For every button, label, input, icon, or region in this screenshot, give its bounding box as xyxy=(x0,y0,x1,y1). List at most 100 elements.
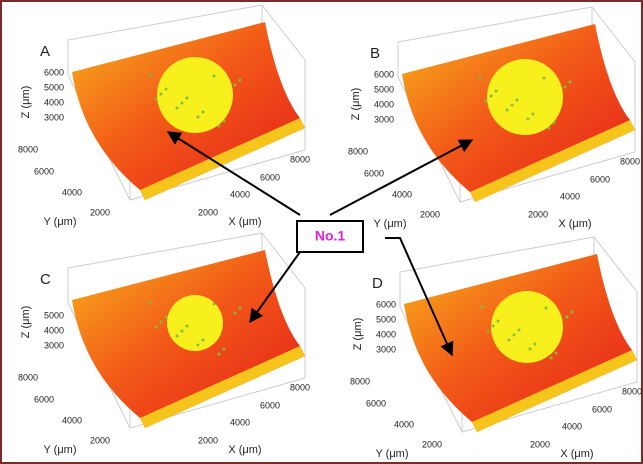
z-axis-label: Z (μm) xyxy=(352,318,364,351)
z-axis-label: Z (μm) xyxy=(20,306,32,339)
dot xyxy=(186,325,189,328)
dot xyxy=(234,84,237,87)
dot xyxy=(149,74,152,77)
y-tick-label: 6000 xyxy=(364,168,384,178)
y-tick-label: 2000 xyxy=(90,207,110,217)
x-tick-label: 8000 xyxy=(290,154,310,164)
dot xyxy=(197,116,200,119)
center-label: No.1 xyxy=(315,228,346,244)
dot xyxy=(239,79,242,82)
dot xyxy=(239,307,242,310)
dot xyxy=(223,348,226,351)
z-tick-label: 4000 xyxy=(376,329,396,339)
dot xyxy=(165,88,168,91)
dot xyxy=(155,326,158,329)
y-tick-label: 8000 xyxy=(350,376,370,386)
dot xyxy=(508,339,511,342)
x-tick-label: 2000 xyxy=(198,435,218,445)
z-tick-label: 5000 xyxy=(44,310,64,320)
dot xyxy=(202,111,205,114)
y-tick-label: 8000 xyxy=(348,146,368,156)
figure: A 6000 5000 4000 3000 Z (μm) 8000 6000 4000 2000 Y… xyxy=(0,0,643,464)
x-tick-label: 4000 xyxy=(562,421,582,431)
dot xyxy=(550,357,553,360)
dot xyxy=(181,102,184,105)
z-tick-label: 4000 xyxy=(44,97,64,107)
dot xyxy=(155,98,158,101)
x-tick-label: 8000 xyxy=(290,382,310,392)
dot xyxy=(553,122,556,125)
dot xyxy=(571,311,574,314)
y-tick-label: 2000 xyxy=(90,435,110,445)
z-tick-label: 6000 xyxy=(374,69,394,79)
y-tick-label: 6000 xyxy=(34,394,54,404)
dot xyxy=(181,330,184,333)
dot xyxy=(213,303,216,306)
panel-label: B xyxy=(370,45,380,62)
dot xyxy=(534,343,537,346)
y-tick-label: 4000 xyxy=(394,419,414,429)
dot xyxy=(487,330,490,333)
dot xyxy=(495,90,498,93)
dot xyxy=(481,306,484,309)
y-tick-label: 4000 xyxy=(62,415,82,425)
dot xyxy=(545,307,548,310)
x-axis-label: X (μm) xyxy=(558,218,591,230)
x-tick-label: 2000 xyxy=(530,439,550,449)
x-axis-label: X (μm) xyxy=(560,448,593,460)
x-tick-label: 8000 xyxy=(620,156,640,166)
z-tick-label: 5000 xyxy=(44,82,64,92)
dot xyxy=(555,352,558,355)
dot xyxy=(218,125,221,128)
cell xyxy=(491,291,563,363)
dot xyxy=(511,104,514,107)
dot xyxy=(165,316,168,319)
x-tick-label: 2000 xyxy=(198,207,218,217)
y-axis-label: Y (μm) xyxy=(43,216,76,228)
dot xyxy=(186,97,189,100)
x-tick-label: 4000 xyxy=(230,189,250,199)
y-axis-label: Y (μm) xyxy=(43,444,76,456)
dot xyxy=(516,99,519,102)
y-tick-label: 4000 xyxy=(392,189,412,199)
y-axis-label: Y (μm) xyxy=(375,448,408,460)
dot xyxy=(564,86,567,89)
z-axis-label: Z (μm) xyxy=(20,86,32,119)
cell xyxy=(157,57,233,133)
dot xyxy=(213,75,216,78)
z-tick-label: 3000 xyxy=(44,112,64,122)
dot xyxy=(518,329,521,332)
dot xyxy=(160,93,163,96)
panel-label: A xyxy=(40,43,50,60)
panel-label: C xyxy=(40,271,51,288)
dot xyxy=(149,302,152,305)
dot xyxy=(548,127,551,130)
dot xyxy=(566,316,569,319)
page: A 6000 5000 4000 3000 Z (μm) 8000 6000 4000 2000 Y… xyxy=(0,0,643,464)
dot xyxy=(569,81,572,84)
x-tick-label: 4000 xyxy=(560,191,580,201)
z-tick-label: 3000 xyxy=(376,344,396,354)
cell xyxy=(487,59,563,135)
z-tick-label: 6000 xyxy=(44,67,64,77)
x-tick-label: 2000 xyxy=(528,209,548,219)
x-tick-label: 6000 xyxy=(590,174,610,184)
dot xyxy=(160,321,163,324)
dot xyxy=(543,77,546,80)
x-tick-label: 6000 xyxy=(260,172,280,182)
x-tick-label: 6000 xyxy=(592,404,612,414)
z-tick-label: 3000 xyxy=(44,340,64,350)
x-tick-label: 4000 xyxy=(230,417,250,427)
dot xyxy=(513,334,516,337)
y-tick-label: 8000 xyxy=(18,372,38,382)
dot xyxy=(223,120,226,123)
z-tick-label: 3000 xyxy=(374,114,394,124)
dot xyxy=(506,109,509,112)
y-tick-label: 6000 xyxy=(366,398,386,408)
y-tick-label: 2000 xyxy=(420,209,440,219)
y-tick-label: 8000 xyxy=(18,144,38,154)
z-tick-label: 4000 xyxy=(374,99,394,109)
y-tick-label: 2000 xyxy=(422,439,442,449)
y-axis-label: Y (μm) xyxy=(373,218,406,230)
x-tick-label: 8000 xyxy=(622,386,642,396)
